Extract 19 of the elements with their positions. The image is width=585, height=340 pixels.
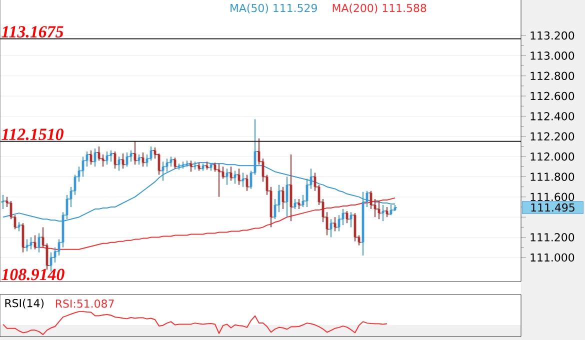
ref-line-label: 112.1510 [2, 128, 64, 140]
y-tick-label: 112.000 [530, 152, 574, 161]
text: 111.495 [531, 203, 574, 212]
chart-title: RSI(14) [5, 298, 44, 309]
y-tick-label: 111.200 [530, 233, 574, 242]
annotation: 108.9140 [2, 268, 64, 280]
y-tick-label: 111.600 [530, 192, 574, 202]
ref-line-label: 113.1675 [2, 26, 64, 38]
y-tick-label: 113.200 [530, 31, 574, 40]
text: MA(50) 111.529 [230, 4, 317, 14]
series-label: RSI:51.087 [56, 299, 114, 308]
y-tick-label: 111.800 [530, 172, 574, 181]
y-tick-label: 112.800 [530, 72, 574, 80]
y-tick-label: 112.200 [530, 132, 574, 141]
y-tick-label: 111.000 [530, 253, 574, 262]
y-tick-label: 112.400 [530, 112, 574, 120]
text: MA(200) 111.588 [332, 4, 426, 14]
y-tick-label: 112.600 [530, 92, 574, 100]
y-tick-label: 113.000 [530, 52, 574, 60]
